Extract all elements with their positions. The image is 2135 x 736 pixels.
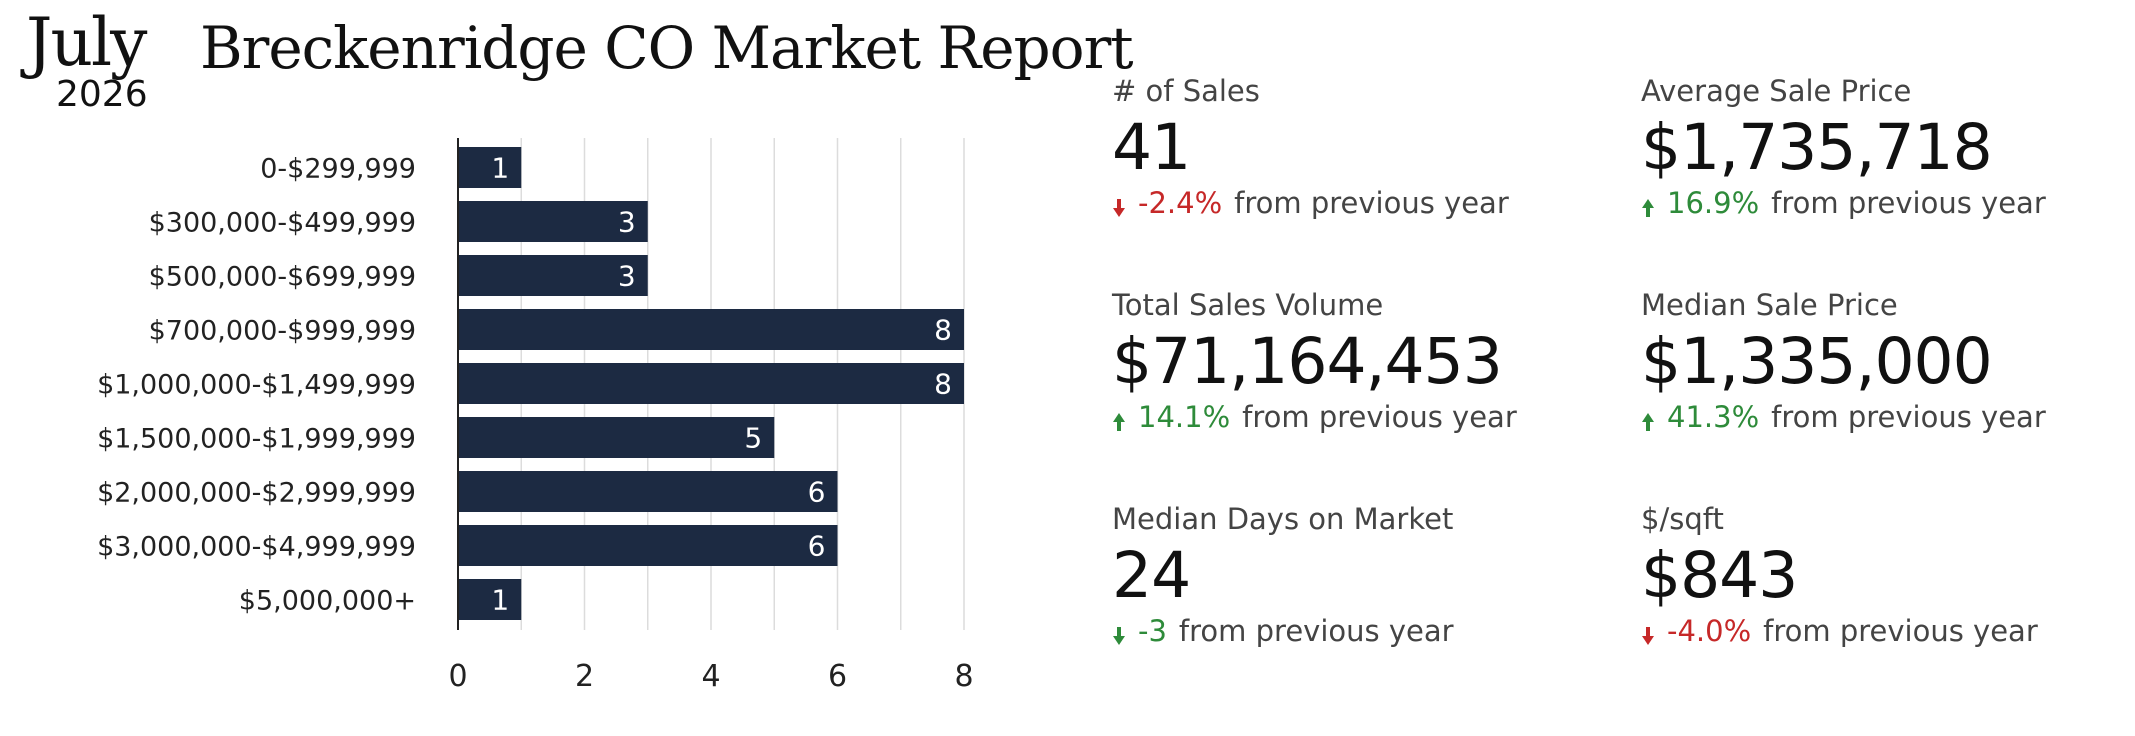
stat-change: -2.4% from previous year bbox=[1112, 186, 1632, 220]
stat-median-sale-price: Median Sale Price $1,335,000 41.3% from … bbox=[1641, 288, 2135, 434]
stat-change-value: 16.9% bbox=[1667, 186, 1760, 221]
arrow-down-icon bbox=[1112, 620, 1126, 646]
category-label: $2,000,000-$2,999,999 bbox=[97, 478, 416, 509]
stat-label: Total Sales Volume bbox=[1112, 288, 1384, 322]
category-label: $1,000,000-$1,499,999 bbox=[97, 370, 416, 401]
stat-change-value: -4.0% bbox=[1667, 614, 1752, 649]
bar bbox=[458, 147, 522, 188]
category-label: $300,000-$499,999 bbox=[149, 208, 416, 239]
stat-change-suffix: from previous year bbox=[1771, 400, 2046, 435]
stat-label: # of Sales bbox=[1112, 74, 1260, 108]
bar-value-label: 6 bbox=[808, 530, 826, 563]
stat-change: -3 from previous year bbox=[1112, 614, 1632, 648]
report-year: 2026 bbox=[56, 74, 148, 115]
stat-average-sale-price: Average Sale Price $1,735,718 16.9% from… bbox=[1641, 74, 2135, 220]
stat-value: $1,735,718 bbox=[1641, 111, 1993, 184]
stat-change-suffix: from previous year bbox=[1234, 186, 1509, 221]
category-label: $700,000-$999,999 bbox=[149, 316, 416, 347]
stat-value: $843 bbox=[1641, 539, 1798, 612]
bar-value-label: 1 bbox=[491, 584, 509, 617]
bar bbox=[458, 255, 648, 296]
report-title: Breckenridge CO Market Report bbox=[200, 14, 1134, 82]
bar bbox=[458, 417, 775, 458]
stat-median-days-on-market: Median Days on Market 24 -3 from previou… bbox=[1112, 502, 1632, 648]
stat-number-of-sales: # of Sales 41 -2.4% from previous year bbox=[1112, 74, 1632, 220]
bar-value-label: 1 bbox=[491, 152, 509, 185]
stat-label: Median Sale Price bbox=[1641, 288, 1898, 322]
stat-change-suffix: from previous year bbox=[1178, 614, 1454, 649]
stat-value: 41 bbox=[1112, 111, 1191, 184]
price-range-bar-chart: 1 0-$299,999 3 $300,000-$499,999 3 $500,000-$… bbox=[97, 138, 974, 694]
stat-value: $1,335,000 bbox=[1641, 325, 1993, 398]
bar-value-label: 3 bbox=[618, 206, 636, 239]
arrow-down-icon bbox=[1112, 192, 1126, 218]
bar bbox=[458, 471, 838, 512]
arrow-up-icon bbox=[1112, 406, 1126, 432]
x-tick-label: 6 bbox=[828, 659, 847, 694]
stat-change-value: 41.3% bbox=[1667, 400, 1760, 435]
stat-label: $/sqft bbox=[1641, 502, 1724, 536]
category-label: $1,500,000-$1,999,999 bbox=[97, 424, 416, 455]
stat-change: 16.9% from previous year bbox=[1641, 186, 2135, 220]
arrow-down-icon bbox=[1641, 620, 1655, 646]
bar-value-label: 8 bbox=[934, 314, 952, 347]
category-label: $5,000,000+ bbox=[239, 586, 416, 617]
bar bbox=[458, 309, 964, 350]
category-label: $3,000,000-$4,999,999 bbox=[97, 532, 416, 563]
stat-change-value: -2.4% bbox=[1138, 186, 1223, 221]
arrow-up-icon bbox=[1641, 406, 1655, 432]
bar bbox=[458, 201, 648, 242]
stat-price-per-sqft: $/sqft $843 -4.0% from previous year bbox=[1641, 502, 2135, 648]
stat-label: Average Sale Price bbox=[1641, 74, 1912, 108]
bar bbox=[458, 579, 522, 620]
stat-label: Median Days on Market bbox=[1112, 502, 1454, 536]
stat-change: 14.1% from previous year bbox=[1112, 400, 1632, 434]
stat-total-sales-volume: Total Sales Volume $71,164,453 14.1% fro… bbox=[1112, 288, 1632, 434]
bar-value-label: 8 bbox=[934, 368, 952, 401]
x-tick-label: 8 bbox=[954, 659, 973, 694]
stat-change-suffix: from previous year bbox=[1771, 186, 2046, 221]
stat-value: $71,164,453 bbox=[1112, 325, 1503, 398]
x-tick-label: 2 bbox=[575, 659, 594, 694]
bar bbox=[458, 363, 964, 404]
bar-value-label: 3 bbox=[618, 260, 636, 293]
arrow-up-icon bbox=[1641, 192, 1655, 218]
stat-value: 24 bbox=[1112, 539, 1191, 612]
stat-change-value: 14.1% bbox=[1138, 400, 1231, 435]
x-tick-label: 4 bbox=[701, 659, 720, 694]
bar bbox=[458, 525, 838, 566]
x-tick-label: 0 bbox=[448, 659, 467, 694]
stat-change: 41.3% from previous year bbox=[1641, 400, 2135, 434]
stat-change-suffix: from previous year bbox=[1763, 614, 2038, 649]
category-label: 0-$299,999 bbox=[260, 154, 416, 185]
report-month: July bbox=[26, 4, 147, 81]
stat-change: -4.0% from previous year bbox=[1641, 614, 2135, 648]
bar-value-label: 6 bbox=[808, 476, 826, 509]
stat-change-value: -3 bbox=[1138, 614, 1167, 649]
bar-value-label: 5 bbox=[744, 422, 762, 455]
category-label: $500,000-$699,999 bbox=[149, 262, 416, 293]
stat-change-suffix: from previous year bbox=[1242, 400, 1517, 435]
